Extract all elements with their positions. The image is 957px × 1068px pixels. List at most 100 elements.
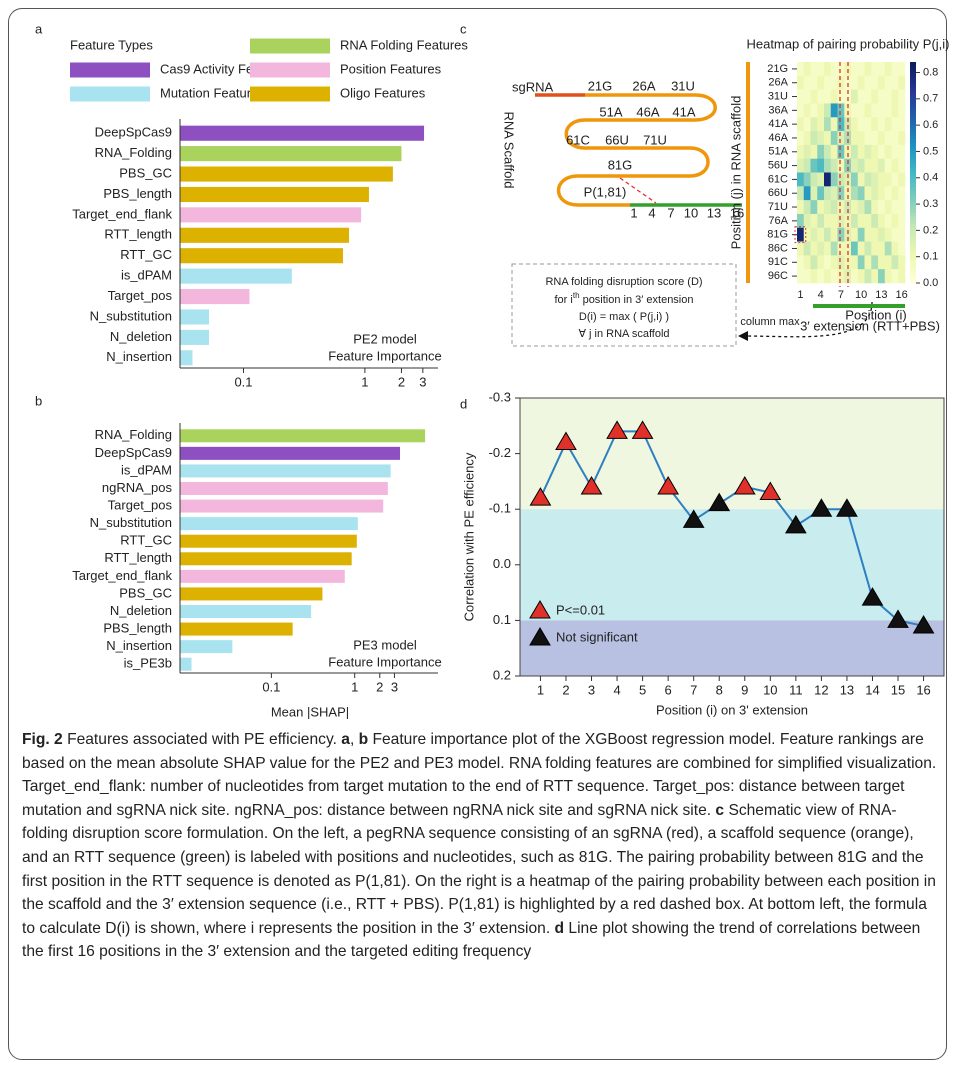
heatmap-cell [838, 255, 845, 269]
heatmap-cell [892, 76, 899, 90]
heatmap-cell [858, 62, 865, 76]
heatmap-cell [817, 90, 824, 104]
heatmap-cell [865, 76, 872, 90]
bar [180, 552, 352, 565]
heatmap-cell [885, 159, 892, 173]
heatmap-cell [858, 117, 865, 131]
heatmap-cell [871, 214, 878, 228]
heatmap-cell [885, 173, 892, 187]
caption-text: , [350, 731, 359, 748]
heatmap-cell [851, 76, 858, 90]
colorbar-step [910, 77, 916, 81]
heatmap-cell [885, 228, 892, 242]
caption-text: c [715, 802, 724, 819]
bar [180, 228, 349, 243]
heatmap-cell [811, 214, 818, 228]
x-tick-label: 16 [916, 682, 930, 697]
colorbar-step [910, 136, 916, 140]
x-tick-label: 2 [398, 374, 405, 389]
heatmap-cell [811, 159, 818, 173]
legend-label: Oligo Features [340, 85, 426, 100]
rtt-position: 7 [667, 205, 674, 220]
heatmap-cell [878, 186, 885, 200]
heatmap-cell [817, 131, 824, 145]
category-label: is_dPAM [121, 268, 172, 283]
y-tick-label: -0.1 [489, 501, 511, 516]
category-label: N_substitution [90, 308, 172, 323]
heatmap-cell [858, 228, 865, 242]
legend-label: Position Features [340, 61, 442, 76]
heatmap-cell [878, 76, 885, 90]
heatmap-cell [831, 186, 838, 200]
category-label: RTT_length [104, 227, 172, 242]
heatmap-cell [892, 173, 899, 187]
formula-sup: th [573, 291, 580, 300]
heatmap-cell [797, 228, 804, 242]
nucleotide-label: 21G [588, 78, 613, 93]
heatmap-cell [824, 159, 831, 173]
x-tick-label: 0.1 [234, 374, 252, 389]
heatmap-cell [817, 214, 824, 228]
heatmap-cell [885, 131, 892, 145]
colorbar-step [910, 272, 916, 276]
heatmap-cell [892, 62, 899, 76]
heatmap-cell [824, 173, 831, 187]
heatmap-cell [865, 117, 872, 131]
heatmap-cell [811, 173, 818, 187]
heatmap-cell [871, 103, 878, 117]
category-label: N_insertion [106, 349, 172, 364]
heatmap-cell [838, 145, 845, 159]
x-tick-label: 0.1 [262, 679, 280, 694]
heatmap-cell [804, 62, 811, 76]
heatmap-cell [878, 159, 885, 173]
rtt-position: 10 [684, 205, 698, 220]
heatmap-cell [865, 173, 872, 187]
colorbar-step [910, 228, 916, 232]
y-axis-label: Correlation with PE efficiency [461, 452, 476, 621]
heatmap-cell [804, 90, 811, 104]
heatmap-cell [898, 228, 905, 242]
colorbar-step [910, 147, 916, 151]
colorbar-step [910, 213, 916, 217]
heatmap-cell [851, 186, 858, 200]
colorbar-step [910, 73, 916, 77]
category-label: ngRNA_pos [102, 480, 173, 495]
heatmap-cell [898, 117, 905, 131]
heatmap-cell [838, 269, 845, 283]
x-tick-label: 12 [814, 682, 828, 697]
heatmap-cell [804, 255, 811, 269]
row-label: 86C [768, 242, 788, 254]
bar [180, 350, 192, 365]
heatmap-cell [885, 90, 892, 104]
colorbar-label: 0.8 [923, 66, 938, 78]
bar [180, 146, 401, 161]
x-axis-label: 3′ extension (RTT+PBS) [800, 318, 940, 333]
bar [180, 187, 369, 202]
heatmap-cell [811, 103, 818, 117]
heatmap-cell [871, 228, 878, 242]
column-label: 16 [896, 289, 908, 301]
heatmap-cell [892, 228, 899, 242]
colorbar-step [910, 195, 916, 199]
colorbar-step [910, 62, 916, 66]
colorbar-step [910, 91, 916, 95]
formula-text: for i [555, 294, 573, 306]
heatmap-cell [817, 62, 824, 76]
bar [180, 535, 357, 548]
heatmap-cell [797, 214, 804, 228]
legend-label: Not significant [556, 629, 638, 644]
heatmap-cell [838, 214, 845, 228]
colorbar-step [910, 191, 916, 195]
bar [180, 309, 209, 324]
heatmap-cell [831, 255, 838, 269]
heatmap-cell [817, 76, 824, 90]
heatmap-cell [865, 62, 872, 76]
colorbar-step [910, 220, 916, 224]
heatmap-cell [885, 76, 892, 90]
category-label: RTT_GC [120, 533, 172, 548]
colorbar-step [910, 261, 916, 265]
heatmap-cell [858, 131, 865, 145]
heatmap-cell [871, 117, 878, 131]
heatmap-cell [878, 242, 885, 256]
x-tick-label: 14 [865, 682, 879, 697]
